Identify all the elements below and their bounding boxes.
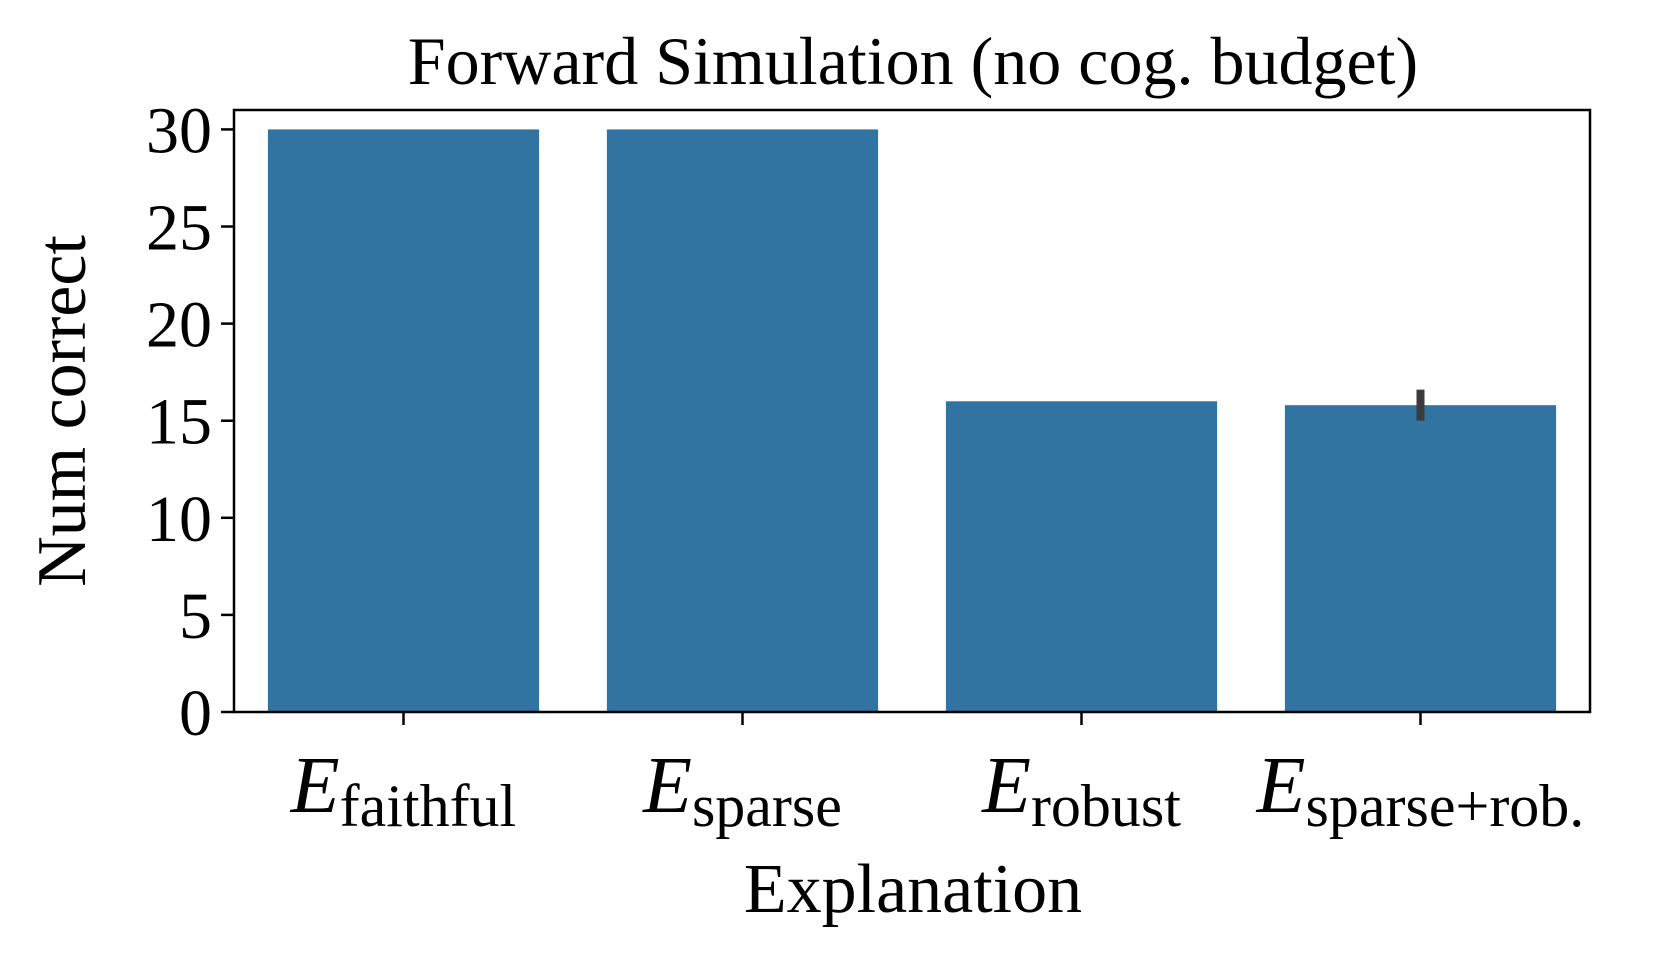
y-axis-label: Num correct: [24, 235, 101, 587]
y-tick-label-1: 5: [179, 580, 212, 653]
y-tick-label-4: 20: [146, 289, 212, 362]
x-tick-label-2: Erobust: [981, 742, 1181, 839]
bar-1: [606, 129, 879, 712]
y-tick-label-3: 15: [146, 386, 212, 459]
x-axis-ticks: Efaithful Esparse Erobust Esparse+rob.: [290, 712, 1585, 839]
bar-0: [267, 129, 540, 712]
y-tick-label-5: 25: [146, 192, 212, 265]
y-tick-label-0: 0: [179, 677, 212, 750]
bar-2: [945, 401, 1218, 712]
x-axis-label: Explanation: [744, 851, 1082, 928]
x-tick-label-0: Efaithful: [290, 742, 516, 839]
y-tick-label-6: 30: [146, 94, 212, 167]
bars-layer: [267, 129, 1557, 712]
plot-frame: [232, 108, 1592, 714]
x-tick-label-3: Esparse+rob.: [1256, 742, 1585, 839]
chart-title: Forward Simulation (no cog. budget): [408, 23, 1418, 99]
y-axis-ticks: 0 5 10 15 20 25 30: [146, 94, 234, 750]
x-tick-label-1: Esparse: [642, 742, 842, 839]
y-tick-label-2: 10: [146, 483, 212, 556]
bar-3: [1284, 405, 1557, 712]
